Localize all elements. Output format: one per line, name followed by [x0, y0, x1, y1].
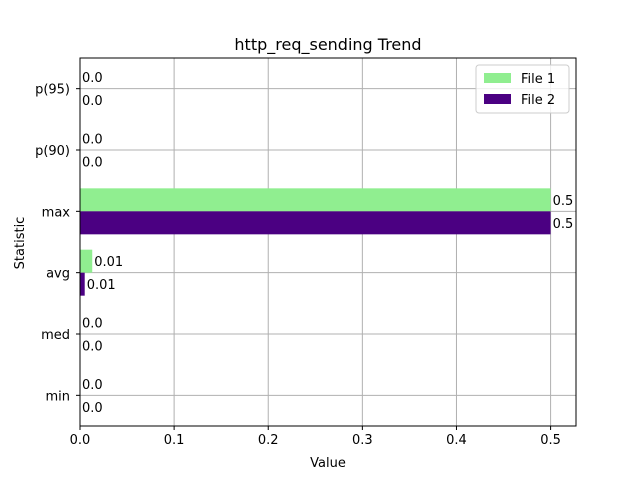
value-label: 0.5	[553, 194, 574, 209]
x-tick-label: 0.0	[70, 433, 91, 448]
y-tick-label: avg	[46, 267, 70, 282]
x-tick-label: 0.4	[446, 433, 467, 448]
y-tick-label: max	[42, 205, 71, 220]
bar-file-1	[80, 188, 551, 212]
x-tick-label: 0.3	[352, 433, 373, 448]
x-tick-label: 0.1	[164, 433, 185, 448]
bar-file-1	[80, 249, 93, 273]
value-label: 0.0	[82, 340, 103, 355]
x-tick-label: 0.5	[540, 433, 561, 448]
value-label: 0.0	[82, 401, 103, 416]
value-labels: 0.0 0.0 0.01 0.5 0.0 0.0 0.0 0.0 0.01 0.5 0.0 0.0	[82, 71, 573, 416]
y-tick-label: p(95)	[35, 83, 70, 98]
bar-file-2	[80, 272, 85, 296]
legend-swatch	[484, 94, 511, 104]
x-tick-label: 0.2	[258, 433, 279, 448]
x-axis-title: Value	[310, 456, 346, 471]
value-label: 0.0	[82, 71, 103, 86]
value-label: 0.0	[82, 156, 103, 171]
legend-label: File 2	[521, 93, 555, 108]
axis-ticks: 0.0 0.1 0.2 0.3 0.4 0.5 min med avg max p(90) p(95)	[35, 83, 561, 448]
chart-title: http_req_sending Trend	[234, 35, 421, 55]
y-tick-label: p(90)	[35, 144, 70, 159]
value-label: 0.0	[82, 317, 103, 332]
value-label: 0.0	[82, 133, 103, 148]
value-label: 0.01	[87, 278, 116, 293]
value-label: 0.5	[553, 217, 574, 232]
legend: File 1 File 2	[475, 64, 570, 114]
value-label: 0.0	[82, 378, 103, 393]
legend-label: File 1	[521, 72, 555, 87]
y-tick-label: med	[41, 328, 70, 343]
value-label: 0.01	[94, 255, 123, 270]
legend-swatch	[484, 73, 511, 83]
bars	[80, 188, 551, 296]
bar-file-2	[80, 211, 551, 235]
y-tick-label: min	[45, 389, 70, 404]
plot-frame	[79, 57, 577, 427]
value-label: 0.0	[82, 94, 103, 109]
y-axis-title: Statistic	[13, 217, 28, 270]
